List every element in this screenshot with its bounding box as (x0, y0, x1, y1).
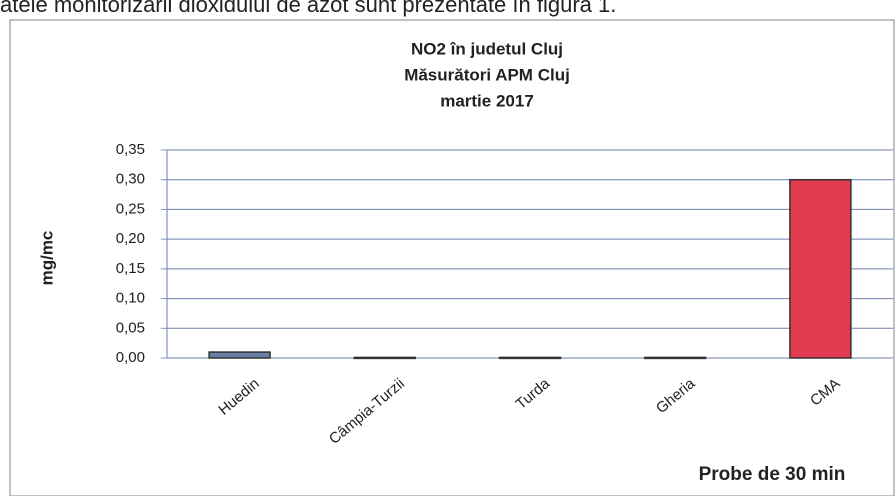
y-tick-label: 0,00 (116, 349, 145, 366)
chart-title: Măsurători APM Cluj (404, 65, 570, 84)
chart-frame (9, 19, 895, 496)
bar (208, 351, 271, 359)
y-tick-label: 0,25 (116, 200, 145, 217)
y-tick-label: 0,30 (116, 171, 145, 188)
y-tick-label: 0,20 (116, 230, 145, 247)
caption: atele monitorizării dioxidului de azot s… (0, 0, 616, 17)
chart-title: martie 2017 (440, 91, 534, 110)
y-tick-label: 0,10 (116, 290, 145, 307)
bar (789, 178, 852, 359)
x-axis-label: Probe de 30 min (699, 464, 846, 485)
y-tick-label: 0,35 (116, 141, 145, 158)
y-tick-label: 0,15 (116, 260, 145, 277)
bar (643, 356, 707, 360)
y-axis-label: mg/mc (37, 231, 56, 286)
chart-title: NO2 în judetul Cluj (411, 39, 563, 58)
bar (353, 356, 417, 360)
bar (498, 356, 562, 360)
y-tick-label: 0,05 (116, 319, 145, 336)
